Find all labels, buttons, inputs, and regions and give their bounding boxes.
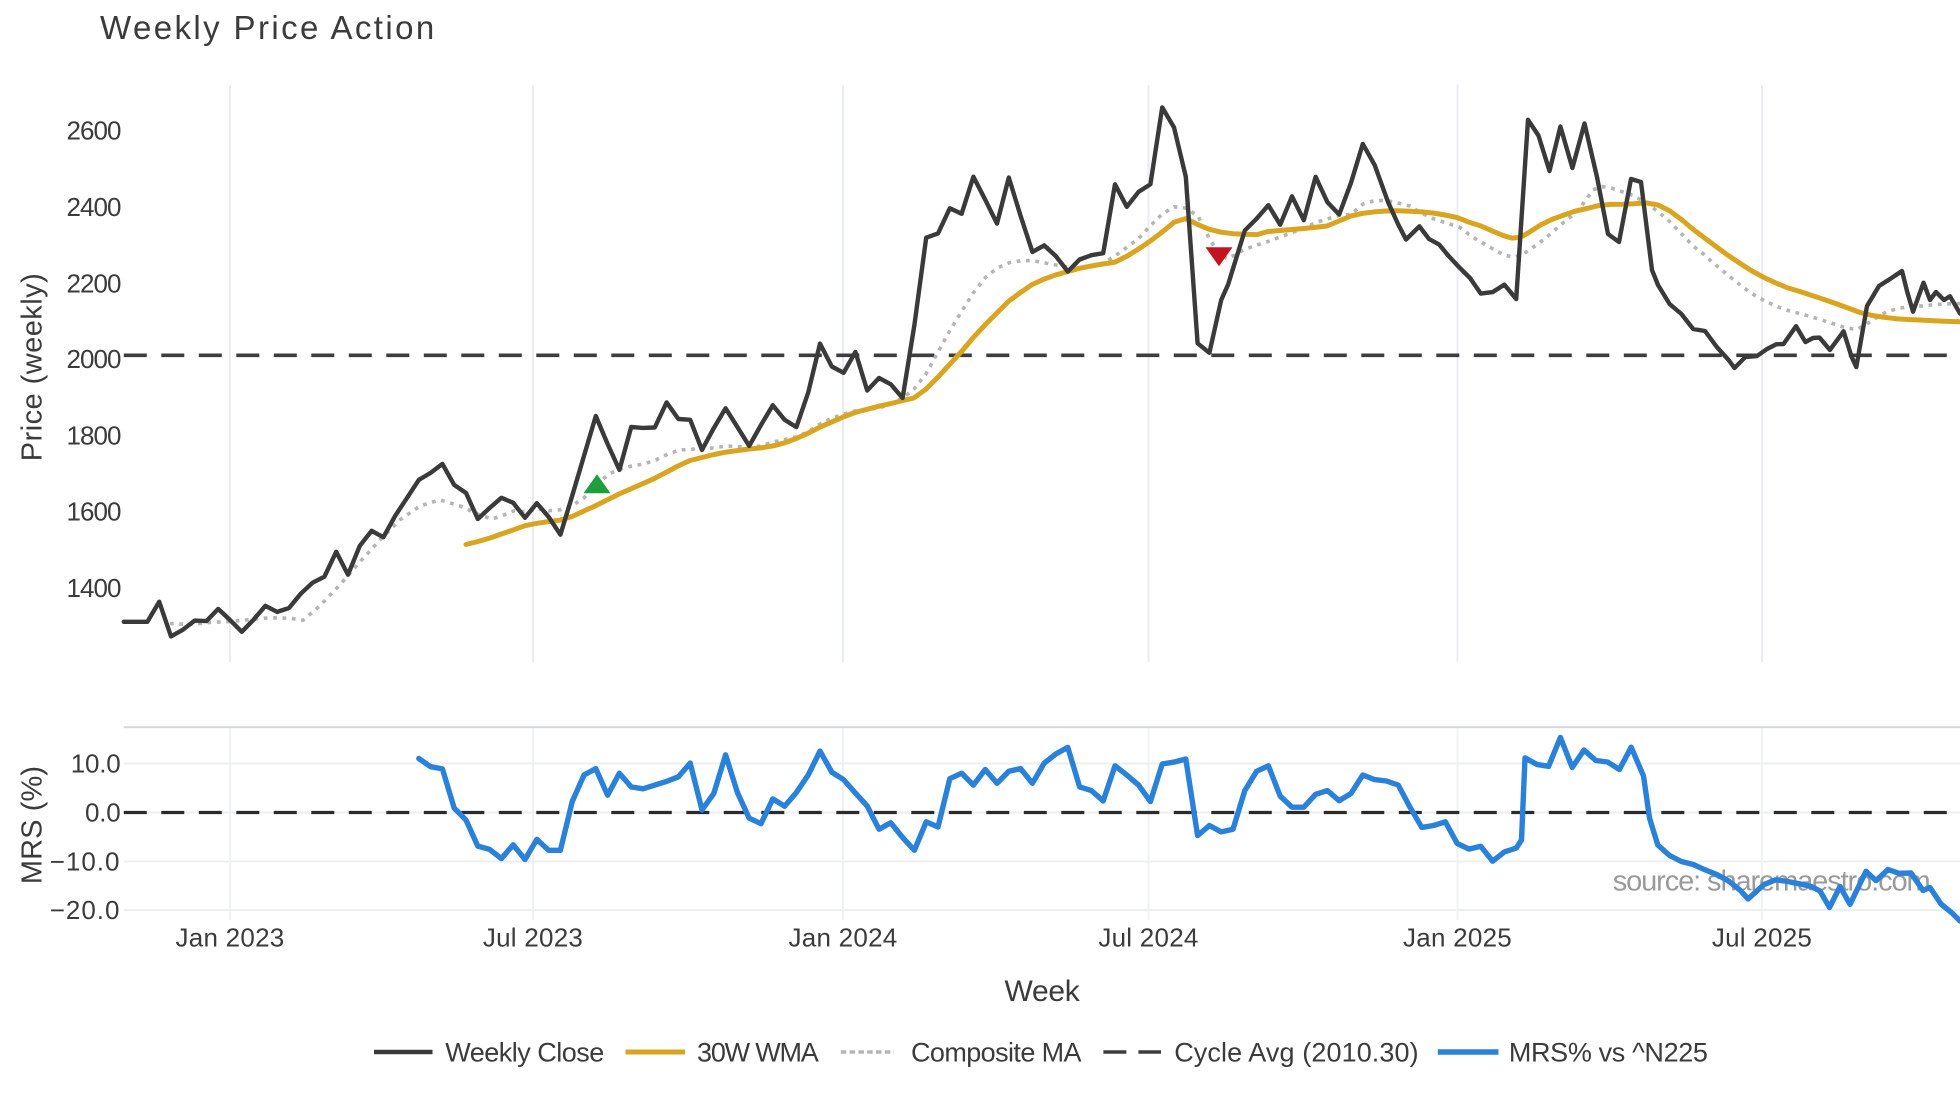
svg-text:Jul 2023: Jul 2023: [483, 923, 583, 953]
svg-text:2400: 2400: [66, 192, 121, 222]
svg-text:1800: 1800: [66, 421, 121, 451]
svg-text:−10.0: −10.0: [50, 847, 121, 877]
svg-text:Week: Week: [1005, 975, 1081, 1008]
svg-text:2600: 2600: [66, 116, 121, 146]
svg-text:10.0: 10.0: [71, 749, 121, 779]
svg-text:MRS% vs ^N225: MRS% vs ^N225: [1509, 1038, 1708, 1068]
svg-text:Composite MA: Composite MA: [911, 1038, 1082, 1068]
svg-text:Jul 2025: Jul 2025: [1712, 923, 1812, 953]
svg-text:Weekly Close: Weekly Close: [445, 1038, 603, 1068]
svg-text:0.0: 0.0: [85, 798, 121, 828]
svg-text:MRS (%): MRS (%): [17, 766, 49, 884]
svg-text:2000: 2000: [66, 344, 121, 374]
svg-text:30W WMA: 30W WMA: [697, 1038, 819, 1068]
svg-text:1600: 1600: [66, 497, 121, 527]
svg-text:Jan 2024: Jan 2024: [789, 923, 898, 953]
svg-text:Price (weekly): Price (weekly): [17, 273, 49, 461]
svg-text:Cycle Avg (2010.30): Cycle Avg (2010.30): [1174, 1038, 1419, 1068]
svg-text:Jan 2023: Jan 2023: [176, 923, 285, 953]
svg-text:Jul 2024: Jul 2024: [1098, 923, 1198, 953]
svg-text:2200: 2200: [66, 269, 121, 299]
svg-text:Jan 2025: Jan 2025: [1403, 923, 1512, 953]
svg-text:1400: 1400: [66, 573, 121, 603]
svg-text:Weekly Price Action: Weekly Price Action: [100, 9, 437, 46]
svg-text:−20.0: −20.0: [50, 895, 121, 925]
